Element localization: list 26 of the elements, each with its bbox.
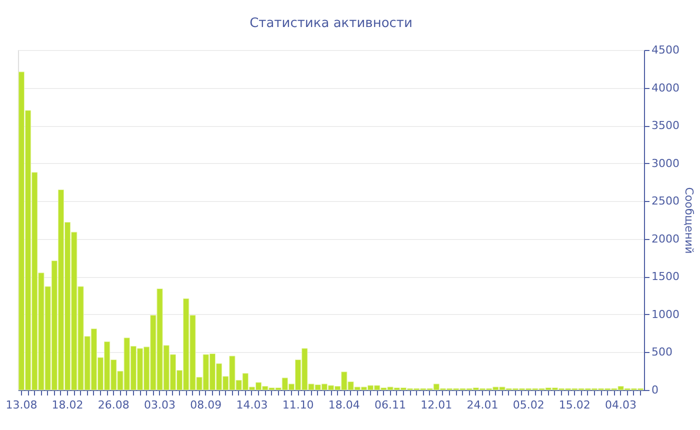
x-tick-label: 15.02	[558, 398, 590, 412]
x-tick-label: 05.02	[512, 398, 544, 412]
x-tick-label: 04.03	[605, 398, 637, 412]
x-tick-label: 18.02	[52, 398, 84, 412]
y-tick-label: 3000	[652, 156, 680, 170]
x-tick-label: 12.01	[420, 398, 452, 412]
x-tick-label: 11.10	[282, 398, 314, 412]
x-tick-label: 08.09	[190, 398, 222, 412]
x-tick-label: 18.04	[328, 398, 360, 412]
x-tick-label: 13.08	[6, 398, 38, 412]
y-tick-label: 4000	[652, 81, 680, 94]
x-tick-label: 03.03	[144, 398, 176, 412]
y-axis-title: Сообщений	[682, 187, 696, 254]
y-tick-label: 1500	[652, 270, 680, 284]
y-tick-label: 2000	[652, 232, 680, 246]
chart-title: Статистика активности	[250, 16, 412, 31]
y-tick-label: 3500	[652, 119, 680, 132]
y-tick-label: 1000	[652, 308, 680, 321]
x-tick-label: 26.08	[98, 398, 130, 412]
x-tick-label: 24.01	[466, 398, 498, 412]
y-tick-label: 500	[652, 346, 672, 359]
x-tick-label: 14.03	[236, 398, 268, 412]
x-tick-label: 06.11	[374, 398, 406, 412]
y-tick-label: 4500	[652, 44, 680, 56]
y-tick-label: 2500	[652, 194, 680, 208]
y-tick-label: 0	[652, 384, 658, 396]
